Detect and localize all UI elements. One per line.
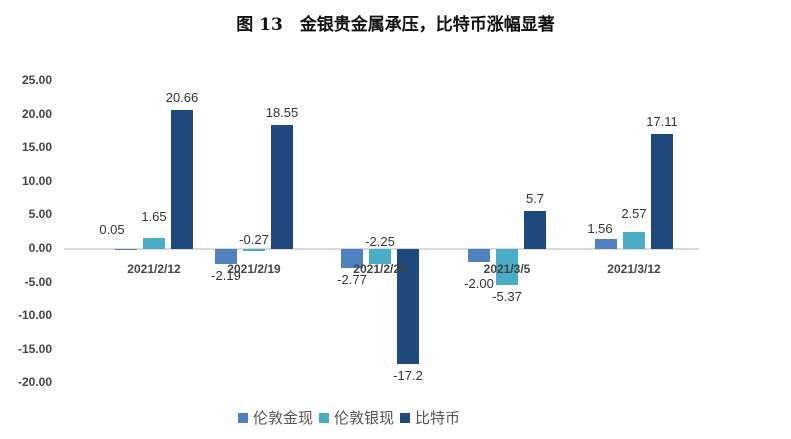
data-label: 18.55 xyxy=(265,104,299,120)
data-label: 17.11 xyxy=(646,114,678,130)
bar-2-2 xyxy=(397,249,419,365)
x-category-label: 2021/3/5 xyxy=(483,262,531,276)
bar-0-0 xyxy=(115,248,137,250)
data-label: -17.2 xyxy=(393,368,423,384)
legend-swatch-icon xyxy=(400,412,411,423)
bar-2-0 xyxy=(171,110,193,249)
y-tick-label: 10.00 xyxy=(21,173,52,188)
y-tick-label: -20.00 xyxy=(17,375,52,390)
legend-item: 伦敦金现 xyxy=(238,407,313,428)
data-label: 2.57 xyxy=(621,206,647,221)
bar-0-2 xyxy=(341,249,363,268)
legend-item: 伦敦银现 xyxy=(319,407,394,428)
data-label: 1.56 xyxy=(587,221,613,236)
data-label: -0.27 xyxy=(239,232,269,247)
x-category-label: 2021/2/26 xyxy=(353,262,407,276)
legend-label: 比特币 xyxy=(415,410,461,427)
data-label: -2.77 xyxy=(337,271,367,287)
data-label: 20.66 xyxy=(165,90,199,106)
y-tick-label: -15.00 xyxy=(17,341,52,356)
x-category-label: 2021/2/12 xyxy=(127,262,181,276)
y-tick-label: 15.00 xyxy=(21,140,52,155)
bar-1-1 xyxy=(243,249,265,251)
bar-0-3 xyxy=(468,249,490,263)
legend-label: 伦敦金现 xyxy=(253,410,314,427)
data-label: -2.25 xyxy=(365,234,395,249)
bar-1-3 xyxy=(496,249,518,286)
y-tick-label: 0.00 xyxy=(28,241,52,255)
data-label: 0.05 xyxy=(99,222,125,237)
bar-2-3 xyxy=(524,210,546,249)
data-label: -2.00 xyxy=(464,276,494,291)
x-category-label: 2021/3/12 xyxy=(607,262,661,276)
y-tick-label: 20.00 xyxy=(21,106,52,121)
bar-1-4 xyxy=(623,231,645,249)
bar-0-4 xyxy=(595,238,617,249)
data-label: -2.19 xyxy=(211,267,241,283)
bar-1-2 xyxy=(369,249,391,265)
chart-title: 图 13 金银贵金属承压，比特币涨幅显著 xyxy=(236,15,555,35)
legend-label: 伦敦银现 xyxy=(334,410,395,427)
y-tick-label: 5.00 xyxy=(28,207,52,222)
legend: 伦敦金现 伦敦银现 比特币 xyxy=(238,407,466,428)
legend-item: 比特币 xyxy=(400,407,460,428)
legend-swatch-icon xyxy=(238,412,248,423)
bar-1-0 xyxy=(143,237,165,249)
data-label: 5.7 xyxy=(525,190,545,206)
y-tick-label: -10.00 xyxy=(17,308,52,323)
bar-2-4 xyxy=(651,134,673,249)
y-tick-label: 25.00 xyxy=(21,73,52,88)
x-category-label: 2021/2/19 xyxy=(227,262,281,276)
y-tick-label: -5.00 xyxy=(24,274,52,289)
legend-swatch-icon xyxy=(319,412,330,423)
data-label: -5.37 xyxy=(492,289,522,305)
data-label: 1.65 xyxy=(141,209,167,224)
bar-0-1 xyxy=(215,249,237,264)
bar-2-1 xyxy=(271,124,293,249)
